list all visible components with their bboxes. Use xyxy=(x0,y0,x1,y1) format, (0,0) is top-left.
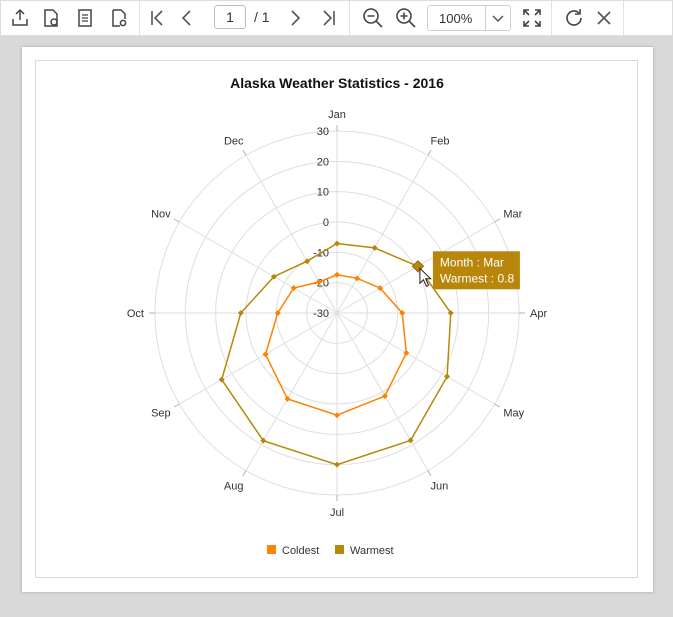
data-point-coldest[interactable] xyxy=(381,393,388,400)
grid-spoke xyxy=(336,312,495,405)
month-label: Dec xyxy=(224,136,244,148)
fit-to-page-icon[interactable] xyxy=(518,1,546,35)
radial-tick-label: 0 xyxy=(323,217,329,229)
grid-spoke xyxy=(245,312,338,471)
data-point-coldest[interactable] xyxy=(316,279,323,286)
data-point-warmest[interactable] xyxy=(447,310,454,316)
data-point-warmest[interactable] xyxy=(304,258,311,265)
month-label: Mar xyxy=(503,209,522,221)
grid-spoke xyxy=(179,221,338,314)
radial-tick-label: -30 xyxy=(313,308,329,320)
zoom-out-icon[interactable] xyxy=(359,1,387,35)
month-label: Feb xyxy=(431,136,450,148)
grid-spoke xyxy=(245,155,338,314)
chart-frame: Alaska Weather Statistics - 2016 Jan Feb M… xyxy=(35,60,638,578)
first-page-icon[interactable] xyxy=(144,1,170,35)
legend-label-coldest[interactable]: Coldest xyxy=(282,545,319,557)
document-icon[interactable] xyxy=(71,1,99,35)
report-page: Alaska Weather Statistics - 2016 Jan Feb M… xyxy=(22,47,653,592)
chart-title: Alaska Weather Statistics - 2016 xyxy=(230,75,444,91)
grid-spoke xyxy=(336,155,429,314)
separator xyxy=(349,1,350,35)
data-point-coldest[interactable] xyxy=(284,395,291,402)
axis-tick xyxy=(494,218,501,223)
separator xyxy=(139,1,140,35)
data-point-warmest[interactable] xyxy=(237,310,244,316)
month-label: Apr xyxy=(530,308,547,320)
grid-spoke xyxy=(336,312,429,471)
previous-page-icon[interactable] xyxy=(174,1,200,35)
tooltip-month: Month : Mar xyxy=(440,255,504,269)
highlighted-point[interactable] xyxy=(411,260,425,273)
axis-tick xyxy=(242,149,247,156)
data-point-warmest[interactable] xyxy=(260,437,267,444)
month-label: Jul xyxy=(330,507,344,519)
data-point-coldest[interactable] xyxy=(262,351,269,358)
data-point-coldest[interactable] xyxy=(274,310,281,316)
radial-tick-label: 20 xyxy=(317,156,329,168)
print-setup-icon[interactable] xyxy=(37,1,65,35)
separator xyxy=(623,1,624,35)
month-label: Jan xyxy=(328,109,346,121)
axis-tick xyxy=(494,403,501,408)
page-settings-icon[interactable] xyxy=(105,1,133,35)
axis-tick xyxy=(173,218,180,223)
radial-tick-label: -20 xyxy=(313,278,329,290)
radial-tick-label: 10 xyxy=(317,187,329,199)
data-point-warmest[interactable] xyxy=(334,461,340,468)
month-label: May xyxy=(503,408,524,420)
mouse-cursor-icon xyxy=(419,267,432,287)
month-label: Aug xyxy=(224,480,244,492)
data-point-warmest[interactable] xyxy=(270,273,277,280)
axis-tick xyxy=(427,149,432,156)
month-label: Nov xyxy=(151,209,171,221)
radar-chart: Alaska Weather Statistics - 2016 Jan Feb M… xyxy=(127,75,548,557)
last-page-icon[interactable] xyxy=(316,1,342,35)
data-point-coldest[interactable] xyxy=(354,275,361,282)
data-point-warmest[interactable] xyxy=(334,240,340,247)
export-icon[interactable] xyxy=(6,1,34,35)
refresh-icon[interactable] xyxy=(560,1,588,35)
grid-spoke xyxy=(179,312,338,405)
page-number-input[interactable]: 1 xyxy=(214,5,246,29)
separator xyxy=(551,1,552,35)
separator xyxy=(485,6,486,30)
legend-swatch-warmest[interactable] xyxy=(335,545,344,554)
legend-label-warmest[interactable]: Warmest xyxy=(350,545,394,557)
data-point-warmest[interactable] xyxy=(371,244,378,251)
data-point-warmest[interactable] xyxy=(444,373,451,380)
zoom-value: 100% xyxy=(439,11,473,26)
zoom-dropdown[interactable]: 100% xyxy=(427,5,511,31)
month-label: Sep xyxy=(151,408,171,420)
tooltip-value: Warmest : 0.8 xyxy=(440,271,515,285)
axis-tick xyxy=(173,403,180,408)
next-page-icon[interactable] xyxy=(282,1,308,35)
data-point-coldest[interactable] xyxy=(403,350,410,357)
data-point-coldest[interactable] xyxy=(377,285,384,292)
data-point-warmest[interactable] xyxy=(407,437,414,444)
chevron-down-icon[interactable] xyxy=(490,10,506,31)
close-icon[interactable] xyxy=(591,1,617,35)
data-point-warmest[interactable] xyxy=(218,376,225,383)
radial-tick-label: 30 xyxy=(317,126,329,138)
zoom-in-icon[interactable] xyxy=(392,1,420,35)
data-point-coldest[interactable] xyxy=(334,271,340,278)
legend-swatch-coldest[interactable] xyxy=(267,545,276,554)
toolbar: 1 / 1 100% xyxy=(0,0,673,36)
month-label: Jun xyxy=(431,480,449,492)
month-label: Oct xyxy=(127,308,144,320)
data-point-coldest[interactable] xyxy=(334,412,340,419)
tooltip xyxy=(432,251,520,290)
page-total: / 1 xyxy=(254,9,270,25)
data-point-coldest[interactable] xyxy=(399,310,406,316)
axis-tick xyxy=(242,470,247,477)
axis-tick xyxy=(427,470,432,477)
data-point-coldest[interactable] xyxy=(290,284,297,291)
